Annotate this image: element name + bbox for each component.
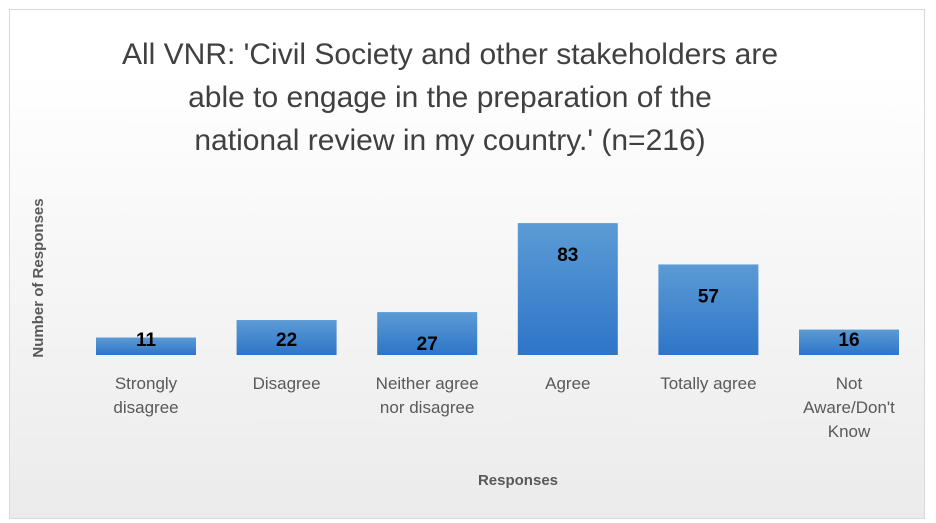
x-tick-label-3: Agree	[545, 374, 591, 393]
x-axis-title: Responses	[477, 472, 559, 489]
x-tick-label-1: Disagree	[252, 374, 321, 393]
chart-title-line-2: able to engage in the preparation of the	[188, 81, 712, 114]
bar-2	[377, 312, 478, 355]
bar-0	[96, 337, 196, 355]
x-tick-label-2: Neither agree nor disagree	[375, 374, 479, 417]
bar-5	[799, 329, 899, 355]
data-label-5: 16	[838, 330, 859, 351]
data-label-4: 57	[698, 286, 719, 307]
bar-3	[517, 223, 618, 355]
data-label-2: 27	[417, 334, 438, 355]
chart-title: All VNR: 'Civil Society and other stakeh…	[100, 33, 800, 162]
x-tick-label-4: Totally agree	[660, 374, 757, 393]
chart-title-line-1: All VNR: 'Civil Society and other stakeh…	[121, 38, 778, 71]
chart-area	[9, 9, 925, 519]
data-label-3: 83	[557, 245, 578, 266]
x-tick-label-5: Not Aware/Don't Know	[803, 374, 895, 441]
bar-1	[236, 320, 337, 355]
chart-title-line-3: national review in my country.' (n=216)	[194, 124, 706, 157]
data-label-0: 11	[136, 330, 157, 351]
bar-4	[658, 264, 759, 355]
data-label-1: 22	[276, 330, 297, 351]
x-tick-label-0: Strongly disagree	[113, 374, 179, 417]
